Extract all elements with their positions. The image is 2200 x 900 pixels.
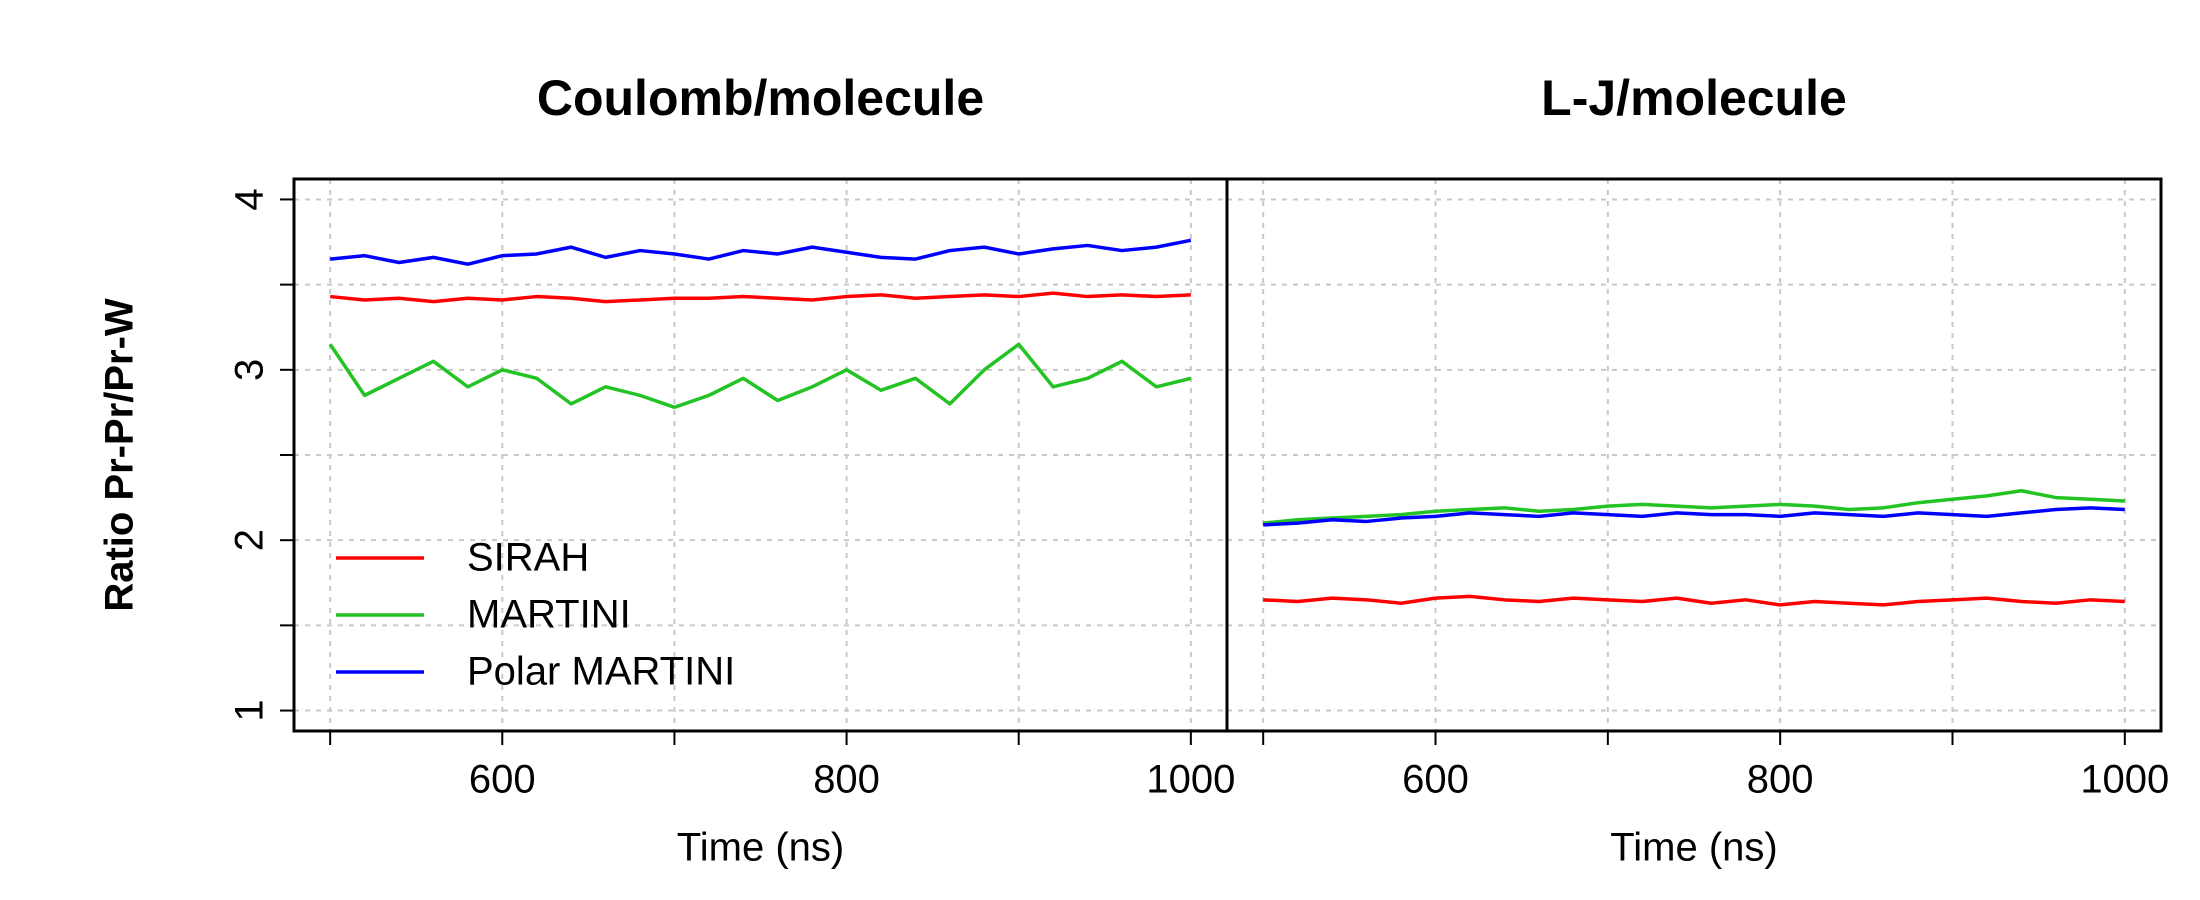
y-tick-label: 1 bbox=[228, 699, 272, 721]
data-line bbox=[328, 342, 1192, 410]
panel-title: L-J/molecule bbox=[1541, 70, 1847, 126]
data-line bbox=[1263, 489, 2125, 525]
data-line bbox=[1263, 594, 2125, 607]
data-line bbox=[1263, 506, 2125, 527]
x-tick-label: 600 bbox=[1402, 758, 1469, 802]
data-line bbox=[329, 291, 1191, 304]
data-line bbox=[329, 238, 1192, 266]
plot-frame bbox=[1225, 177, 2163, 733]
x-tick-label: 1000 bbox=[2080, 758, 2169, 802]
legend-label: Polar MARTINI bbox=[467, 650, 735, 694]
x-axis-title: Time (ns) bbox=[677, 826, 844, 870]
legend-label: MARTINI bbox=[467, 593, 631, 637]
x-tick-label: 800 bbox=[813, 758, 880, 802]
y-tick-label: 3 bbox=[228, 359, 272, 381]
y-axis-title: Ratio Pr-Pr/Pr-W bbox=[98, 298, 142, 612]
x-tick-label: 600 bbox=[469, 758, 536, 802]
x-tick-label: 800 bbox=[1747, 758, 1814, 802]
x-axis-title: Time (ns) bbox=[1610, 826, 1777, 870]
y-tick-label: 2 bbox=[228, 529, 272, 551]
panel-title: Coulomb/molecule bbox=[537, 70, 984, 126]
y-tick-label: 4 bbox=[228, 188, 272, 210]
legend-label: SIRAH bbox=[467, 536, 589, 580]
x-tick-label: 1000 bbox=[1146, 758, 1235, 802]
